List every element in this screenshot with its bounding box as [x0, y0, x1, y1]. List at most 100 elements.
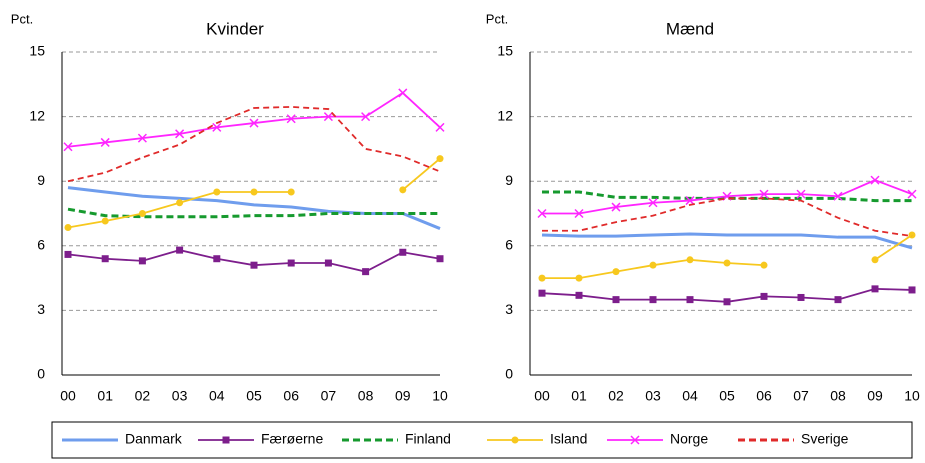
marker — [537, 208, 547, 219]
legend-label: Finland — [405, 431, 451, 447]
marker — [574, 208, 584, 219]
marker — [723, 298, 731, 306]
marker — [575, 274, 583, 282]
marker — [760, 292, 768, 300]
x-tick-label: 02 — [608, 388, 624, 404]
marker — [435, 122, 445, 132]
marker — [64, 250, 72, 258]
y-axis-label: Pct. — [11, 11, 33, 26]
y-tick-label: 3 — [37, 301, 45, 317]
marker — [870, 175, 880, 185]
marker — [834, 296, 842, 304]
marker — [101, 217, 109, 225]
marker — [686, 296, 694, 304]
marker — [399, 248, 407, 256]
marker — [833, 191, 843, 201]
x-tick-label: 08 — [358, 388, 374, 404]
x-tick-label: 07 — [793, 388, 809, 404]
x-tick-label: 06 — [283, 388, 299, 404]
marker — [323, 112, 333, 122]
marker — [362, 268, 370, 276]
y-axis-label: Pct. — [486, 11, 508, 26]
marker — [907, 189, 917, 199]
legend-marker — [511, 436, 519, 444]
marker — [871, 285, 879, 293]
marker — [908, 231, 916, 239]
y-tick-label: 6 — [37, 237, 45, 253]
series-line — [402, 157, 441, 191]
marker — [612, 296, 620, 304]
marker — [286, 114, 296, 124]
y-tick-label: 12 — [497, 107, 513, 123]
marker — [649, 296, 657, 304]
marker — [249, 118, 259, 128]
x-tick-label: 01 — [571, 388, 587, 404]
series-line — [874, 234, 913, 261]
x-tick-label: 03 — [172, 388, 188, 404]
marker — [176, 199, 184, 207]
legend-label: Norge — [670, 431, 708, 447]
marker — [213, 255, 221, 263]
x-tick-label: 01 — [97, 388, 113, 404]
y-tick-label: 9 — [505, 172, 513, 188]
x-tick-label: 02 — [135, 388, 151, 404]
marker — [138, 257, 146, 265]
marker — [176, 246, 184, 254]
marker — [436, 255, 444, 263]
marker — [250, 188, 258, 196]
x-tick-label: 03 — [645, 388, 661, 404]
legend-label: Sverige — [801, 431, 849, 447]
series-line — [542, 190, 912, 203]
x-tick-label: 09 — [395, 388, 411, 404]
y-tick-label: 15 — [29, 43, 45, 59]
chart-title: Kvinder — [206, 19, 264, 38]
x-tick-label: 10 — [904, 388, 920, 404]
x-tick-label: 05 — [719, 388, 735, 404]
x-tick-label: 08 — [830, 388, 846, 404]
marker — [64, 223, 72, 231]
marker — [361, 112, 371, 122]
y-tick-label: 0 — [37, 366, 45, 382]
marker — [723, 259, 731, 267]
marker — [137, 133, 147, 143]
marker — [538, 289, 546, 297]
marker — [871, 256, 879, 264]
marker — [212, 122, 222, 132]
marker — [436, 155, 444, 163]
marker — [611, 202, 621, 212]
marker — [575, 291, 583, 299]
x-tick-label: 00 — [60, 388, 76, 404]
marker — [213, 188, 221, 196]
marker — [138, 210, 146, 217]
marker — [63, 142, 73, 152]
series-line — [542, 197, 913, 238]
marker — [398, 88, 408, 98]
marker — [287, 259, 295, 267]
marker — [686, 256, 694, 264]
x-tick-label: 09 — [867, 388, 883, 404]
legend-label: Danmark — [125, 431, 183, 447]
marker — [175, 129, 185, 139]
marker — [101, 255, 109, 263]
y-tick-label: 15 — [497, 43, 513, 59]
x-tick-label: 00 — [534, 388, 550, 404]
x-tick-label: 10 — [432, 388, 448, 404]
legend-marker — [630, 435, 640, 445]
marker — [797, 293, 805, 301]
y-tick-label: 9 — [37, 172, 45, 188]
marker — [612, 268, 620, 276]
legend-label: Færøerne — [261, 431, 323, 447]
y-tick-label: 6 — [505, 237, 513, 253]
marker — [685, 196, 695, 206]
marker — [908, 286, 916, 294]
marker — [759, 189, 769, 199]
marker — [648, 198, 658, 208]
chart-title: Mænd — [666, 19, 714, 38]
marker — [399, 186, 407, 194]
marker — [538, 274, 546, 282]
marker — [324, 259, 332, 267]
marker — [760, 261, 768, 269]
legend-label: Island — [550, 431, 587, 447]
y-tick-label: 0 — [505, 366, 513, 382]
